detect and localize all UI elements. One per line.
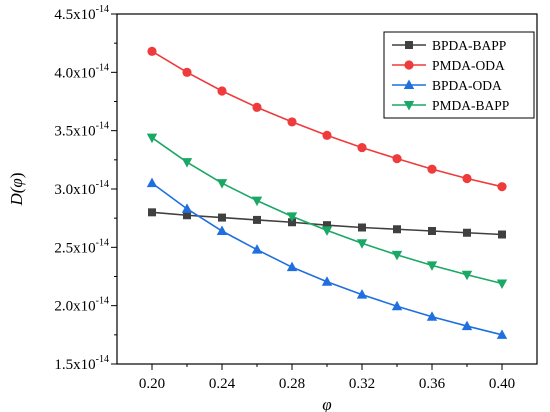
data-point-pmda-oda	[252, 102, 262, 112]
x-tick-label: 0.20	[139, 376, 165, 392]
x-tick-label: 0.36	[419, 376, 446, 392]
data-point-bpda-bapp	[288, 218, 296, 227]
y-tick-label: 2.5x10-14	[54, 237, 109, 256]
data-point-pmda-oda	[357, 142, 367, 153]
data-point-bpda-oda	[391, 300, 403, 311]
legend-label-bpda-oda: BPDA-ODA	[432, 78, 502, 93]
data-point-bpda-oda	[321, 276, 333, 286]
data-point-pmda-bapp	[356, 239, 368, 249]
data-point-bpda-oda	[286, 261, 298, 272]
x-tick-label: 0.28	[279, 376, 305, 392]
data-point-pmda-oda	[392, 154, 402, 164]
data-point-bpda-bapp	[323, 221, 331, 230]
data-point-bpda-oda	[251, 244, 263, 254]
data-point-pmda-oda	[217, 86, 227, 96]
series-line-bpda-oda	[151, 182, 503, 336]
data-point-bpda-oda	[216, 225, 228, 235]
data-point-bpda-bapp	[253, 215, 261, 224]
legend-label-pmda-oda: PMDA-ODA	[432, 58, 505, 73]
data-point-bpda-bapp	[498, 230, 506, 239]
legend-marker-pmda-oda	[404, 60, 414, 70]
data-point-pmda-oda	[287, 117, 297, 127]
series-line-pmda-bapp	[151, 137, 503, 285]
x-tick-label: 0.32	[349, 376, 375, 392]
data-point-bpda-bapp	[393, 225, 401, 234]
data-point-pmda-oda	[182, 67, 192, 77]
data-point-bpda-bapp	[218, 213, 226, 222]
data-point-pmda-bapp	[216, 179, 228, 189]
data-point-bpda-oda	[426, 311, 438, 321]
x-tick-label: 0.40	[489, 376, 515, 392]
data-point-pmda-bapp	[391, 250, 403, 261]
data-point-pmda-oda	[427, 164, 437, 174]
data-point-pmda-oda	[147, 46, 157, 56]
data-point-bpda-oda	[356, 289, 368, 299]
legend-label-bpda-bapp: BPDA-BAPP	[432, 38, 506, 53]
data-point-pmda-oda	[462, 173, 472, 184]
x-axis-title: φ	[322, 395, 331, 412]
y-tick-label: 2.0x10-14	[54, 296, 109, 315]
data-point-pmda-bapp	[496, 279, 508, 289]
y-tick-label: 1.5x10-14	[54, 354, 109, 373]
y-axis-title: D(φ)	[7, 172, 26, 206]
data-point-pmda-bapp	[251, 196, 263, 207]
data-point-bpda-bapp	[463, 228, 471, 237]
data-point-bpda-bapp	[183, 211, 191, 220]
data-point-pmda-bapp	[146, 133, 158, 144]
legend-label-pmda-bapp: PMDA-BAPP	[432, 98, 509, 113]
data-point-pmda-bapp	[426, 261, 438, 271]
data-point-pmda-bapp	[286, 212, 298, 222]
y-tick-label: 4.5x10-14	[54, 4, 109, 23]
data-point-pmda-oda	[322, 130, 332, 140]
data-point-pmda-oda	[497, 182, 507, 192]
legend-marker-bpda-bapp	[405, 41, 413, 49]
data-point-bpda-bapp	[148, 208, 156, 217]
data-point-pmda-bapp	[321, 226, 333, 236]
y-tick-label: 3.5x10-14	[54, 121, 109, 140]
y-tick-label: 4.0x10-14	[54, 62, 109, 81]
data-point-bpda-bapp	[428, 227, 436, 235]
data-point-bpda-bapp	[358, 223, 366, 232]
legend-marker-pmda-bapp	[403, 101, 415, 111]
data-point-pmda-bapp	[181, 158, 193, 168]
y-tick-label: 3.0x10-14	[54, 179, 109, 198]
x-tick-label: 0.24	[209, 376, 236, 392]
data-point-bpda-oda	[146, 177, 158, 188]
legend-marker-bpda-oda	[403, 79, 415, 89]
data-point-bpda-oda	[461, 320, 473, 331]
data-point-pmda-bapp	[461, 270, 473, 281]
data-point-bpda-oda	[496, 329, 508, 339]
data-point-bpda-oda	[181, 203, 193, 213]
